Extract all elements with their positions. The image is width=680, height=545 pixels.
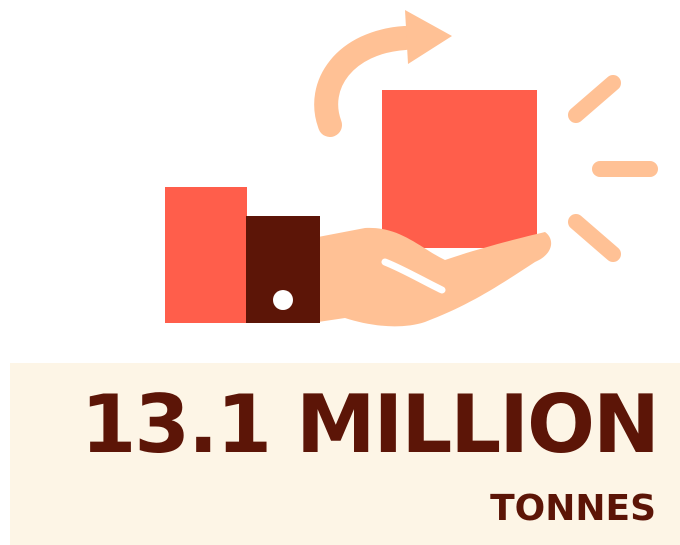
hand-giving-box-illustration <box>165 10 658 327</box>
sparkle-lines-icon <box>568 75 658 262</box>
stat-unit: TONNES <box>490 488 656 529</box>
rotate-arrow-icon <box>314 10 452 137</box>
cuff-icon <box>246 216 320 323</box>
sleeve-icon <box>165 187 247 323</box>
hand-icon <box>318 227 552 327</box>
stat-value: 13.1 MILLION <box>80 378 660 471</box>
stat-panel: 13.1 MILLION TONNES <box>10 363 680 545</box>
box-icon <box>382 90 537 248</box>
